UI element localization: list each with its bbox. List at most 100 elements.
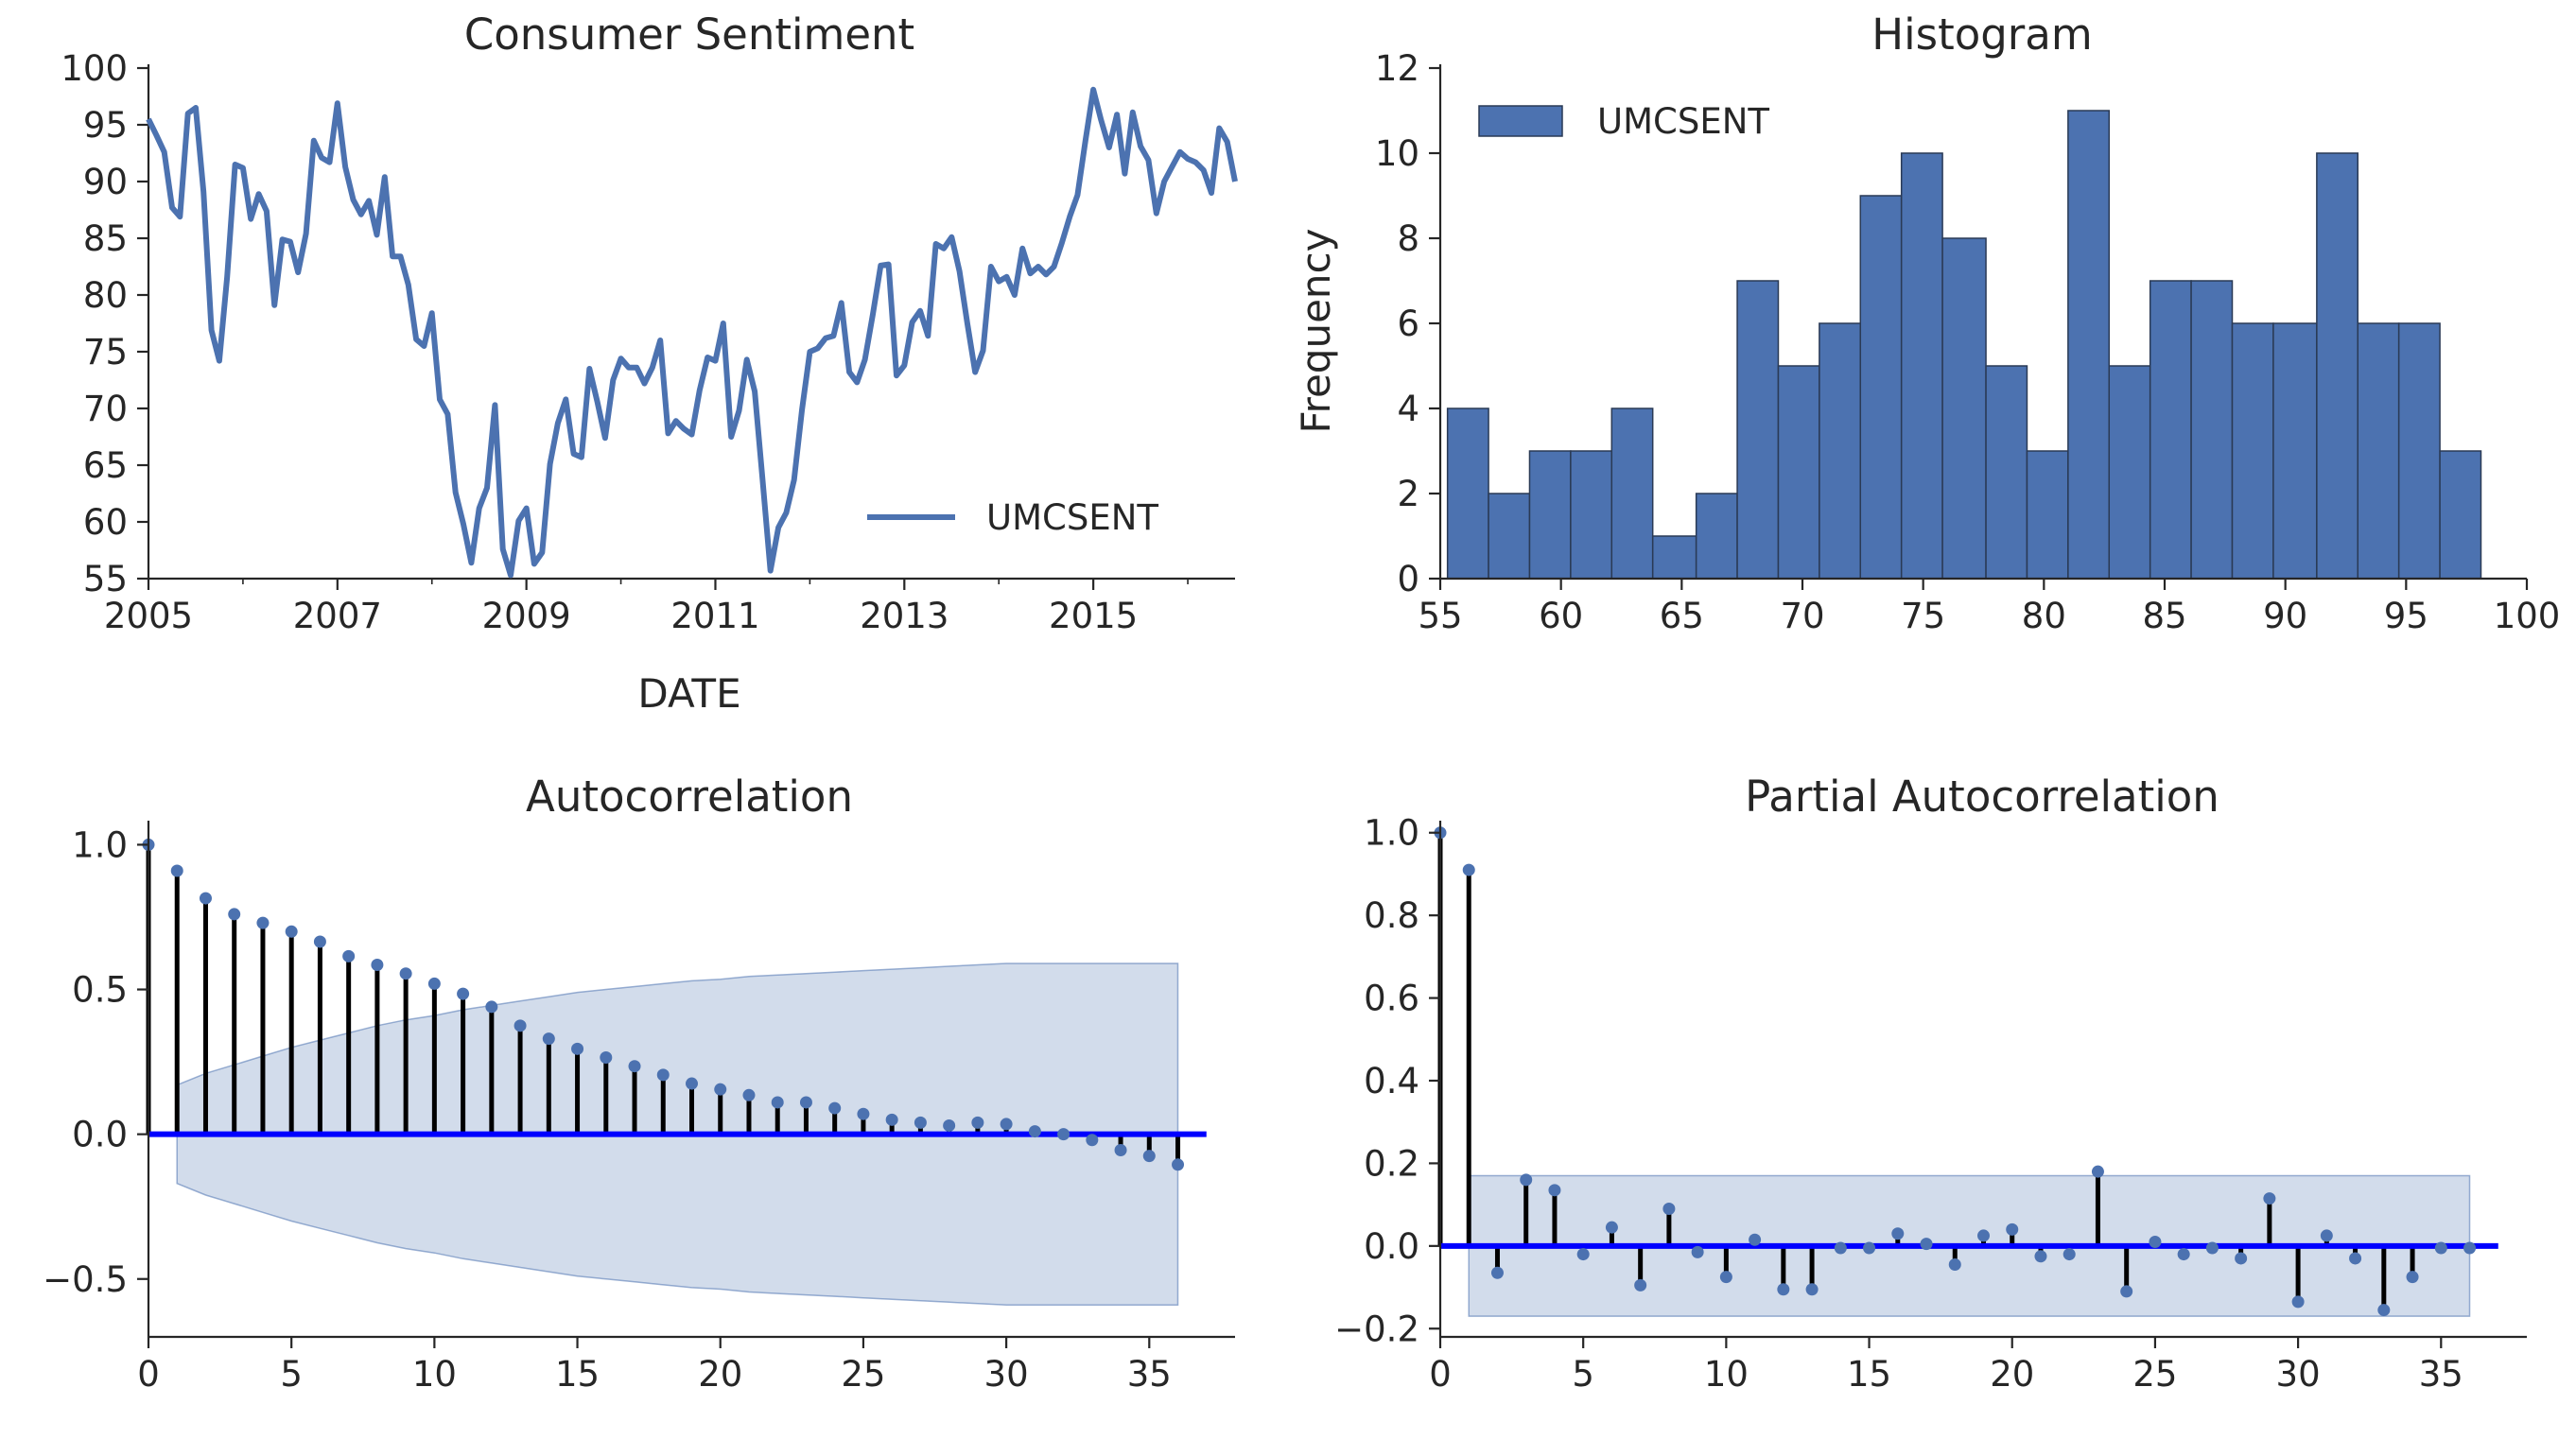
pacf-point — [2205, 1241, 2219, 1255]
pacf-point — [1576, 1248, 1590, 1261]
histogram-bar — [1651, 535, 1697, 580]
pacf-point — [1891, 1227, 1905, 1240]
pacf-point — [1691, 1245, 1704, 1258]
acf-y-tick-label: −0.5 — [43, 1259, 128, 1300]
histogram-bar — [2231, 322, 2274, 580]
acf-point — [1114, 1143, 1127, 1156]
pacf-point — [2091, 1165, 2104, 1178]
acf-point — [857, 1107, 870, 1120]
pacf-plot-area: 0 5 10 15 20 25 30 35 −0.2 0.0 0.2 0.4 0.6 0.8 1.0 — [1334, 813, 2527, 1395]
histogram-bar — [1819, 322, 1862, 580]
histogram-x-tick-label: 55 — [1418, 596, 1462, 636]
pacf-y-tick-label: 1.0 — [1364, 813, 1419, 854]
acf-x-tick-label: 0 — [137, 1354, 160, 1395]
series-line-umcsent — [146, 86, 1238, 579]
histogram-bar — [2439, 450, 2482, 580]
pacf-x-tick-label: 20 — [1990, 1354, 2034, 1395]
histogram-bar — [1985, 365, 2028, 580]
histogram-bar — [2397, 322, 2441, 580]
histogram-title: Histogram — [1871, 9, 2092, 60]
histogram-bar — [1446, 407, 1489, 580]
pacf-y-tick-label: 0.6 — [1364, 979, 1419, 1019]
pacf-point — [2434, 1241, 2447, 1255]
line-chart-legend: UMCSENT — [867, 497, 1158, 538]
acf-point — [1142, 1150, 1156, 1163]
pacf-point — [1490, 1266, 1504, 1279]
histogram-ylabel: Frequency — [1293, 229, 1339, 434]
pacf-point — [1834, 1241, 1847, 1255]
acf-point — [313, 935, 326, 948]
pacf-point — [1948, 1258, 1961, 1272]
pacf-y-tick-label: 0.8 — [1364, 895, 1419, 936]
line-chart-y-tick-label: 60 — [83, 502, 128, 543]
pacf-point — [2149, 1235, 2162, 1248]
acf-point — [714, 1083, 727, 1096]
pacf-title: Partial Autocorrelation — [1745, 772, 2219, 822]
pacf-point — [1520, 1173, 1533, 1187]
histogram-bar — [2108, 365, 2151, 580]
pacf-point — [1548, 1184, 1561, 1197]
acf-point — [628, 1060, 641, 1073]
histogram-bar — [2272, 322, 2318, 580]
pacf-x-tick-label: 15 — [1847, 1354, 1891, 1395]
histogram-bar — [2316, 152, 2359, 580]
acf-y-tick-label: 0.5 — [72, 970, 128, 1011]
histogram-bar — [2190, 280, 2234, 580]
acf-point — [828, 1101, 842, 1115]
pacf-x-tick-label: 10 — [1704, 1354, 1749, 1395]
histogram-bar — [2357, 322, 2400, 580]
line-chart-x-tick-label: 2015 — [1049, 596, 1138, 636]
histogram-bar — [1488, 493, 1531, 580]
pacf-point — [1863, 1241, 1876, 1255]
histogram-legend-label: UMCSENT — [1597, 101, 1769, 142]
acf-x-tick-label: 20 — [698, 1354, 742, 1395]
histogram-bar — [2026, 450, 2069, 580]
histogram-bar — [1900, 152, 1943, 580]
acf-point — [742, 1088, 756, 1101]
histogram-x-tick-label: 80 — [2022, 596, 2066, 636]
pacf-point — [1634, 1278, 1647, 1292]
pacf-x-tick-label: 35 — [2419, 1354, 2463, 1395]
pacf-point — [2177, 1248, 2190, 1261]
acf-point — [1172, 1158, 1185, 1171]
acf-point — [885, 1113, 898, 1126]
histogram-bar — [1736, 280, 1780, 580]
pacf-y-tick-label: 0.0 — [1364, 1226, 1419, 1267]
line-chart-x-tick-label: 2013 — [860, 596, 949, 636]
histogram-bar — [1777, 365, 1820, 580]
histogram-x-tick-label: 85 — [2142, 596, 2186, 636]
histogram-x-tick-label: 95 — [2384, 596, 2428, 636]
acf-point — [799, 1096, 812, 1109]
pacf-y-tick-label: −0.2 — [1334, 1309, 1419, 1349]
pacf-point — [1977, 1229, 1990, 1242]
acf-point — [513, 1019, 527, 1032]
histogram-bar — [2067, 110, 2111, 580]
acf-point — [971, 1116, 984, 1129]
acf-point — [256, 916, 270, 929]
line-chart-xlabel: DATE — [637, 670, 740, 717]
acf-point — [1086, 1134, 1099, 1147]
acf-plot-area: 0 5 10 15 20 25 30 35 −0.5 0.0 0.5 1.0 — [43, 821, 1235, 1395]
acf-point — [943, 1118, 956, 1132]
acf-point — [600, 1051, 613, 1065]
pacf-point — [2406, 1271, 2419, 1284]
pacf-y-tick-label: 0.4 — [1364, 1061, 1419, 1101]
pacf-point — [2034, 1250, 2047, 1263]
acf-x-tick-label: 10 — [412, 1354, 457, 1395]
acf-point — [199, 892, 212, 905]
line-chart-y-tick-label: 85 — [83, 218, 128, 259]
acf-x-tick-label: 30 — [984, 1354, 1029, 1395]
acf-title: Autocorrelation — [526, 772, 853, 822]
histogram-plot-area: 55 60 65 70 75 80 85 90 95 100 0 2 4 6 8 10 12 — [1375, 48, 2560, 636]
histogram-bar — [1610, 407, 1654, 580]
pacf-point — [1462, 863, 1475, 876]
line-chart-y-tick-label: 75 — [83, 332, 128, 373]
line-chart-y-tick-label: 90 — [83, 162, 128, 202]
line-chart-legend-label: UMCSENT — [986, 497, 1158, 538]
histogram-y-tick-label: 8 — [1397, 218, 1419, 259]
pacf-x-tick-label: 0 — [1429, 1354, 1452, 1395]
acf-point — [228, 908, 241, 921]
histogram-panel: Histogram Frequency 55 60 65 70 75 80 85 90 95 10… — [1293, 9, 2560, 636]
